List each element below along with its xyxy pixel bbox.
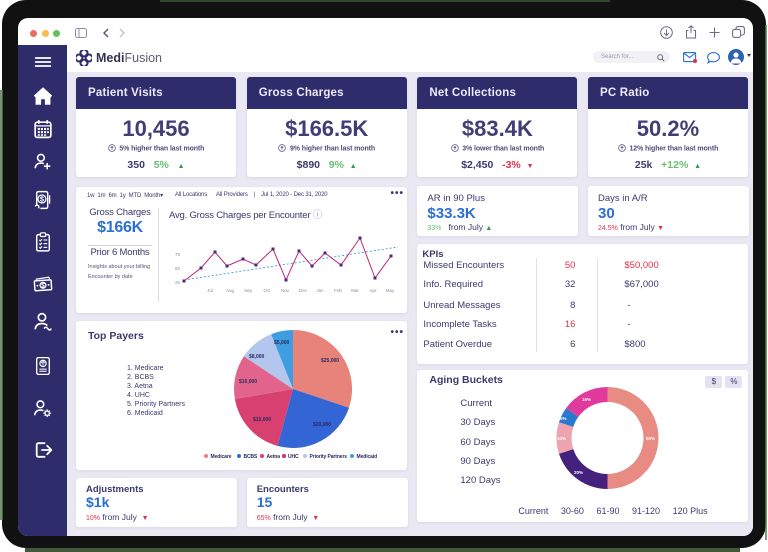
svg-text:Medicaid: Medicaid xyxy=(357,454,378,460)
svg-text:$5,000: $5,000 xyxy=(274,340,290,346)
svg-text:$20,000: $20,000 xyxy=(313,422,331,428)
svg-text:Dec: Dec xyxy=(299,288,308,293)
svg-text:Jul: Jul xyxy=(207,288,213,293)
svg-text:50%: 50% xyxy=(646,436,655,441)
svg-text:Feb: Feb xyxy=(334,288,342,293)
svg-text:Mar: Mar xyxy=(351,288,359,293)
svg-text:Aug: Aug xyxy=(226,288,235,293)
svg-text:Apr: Apr xyxy=(369,288,377,293)
svg-text:Sep: Sep xyxy=(244,288,253,293)
svg-text:75: 75 xyxy=(175,252,181,257)
svg-text:Jan: Jan xyxy=(316,288,324,293)
svg-text:$10,000: $10,000 xyxy=(239,379,257,385)
svg-text:$8,000: $8,000 xyxy=(249,354,265,360)
svg-text:15%: 15% xyxy=(582,397,591,402)
svg-text:Nov: Nov xyxy=(281,288,290,293)
svg-text:5%: 5% xyxy=(560,416,567,421)
svg-text:25: 25 xyxy=(175,280,181,285)
svg-text:$: $ xyxy=(39,195,43,204)
svg-text:$15,000: $15,000 xyxy=(253,417,271,423)
svg-text:Priority Partners: Priority Partners xyxy=(310,454,348,460)
svg-text:UHC: UHC xyxy=(288,454,299,460)
svg-text:BCBS: BCBS xyxy=(244,454,259,460)
svg-text:May: May xyxy=(386,288,395,293)
svg-text:50: 50 xyxy=(175,266,181,271)
svg-text:Aetna: Aetna xyxy=(267,454,281,460)
svg-text:$25,000: $25,000 xyxy=(321,358,339,364)
svg-text:$: $ xyxy=(41,282,45,289)
svg-text:Oct: Oct xyxy=(263,288,271,293)
svg-text:Medicare: Medicare xyxy=(211,454,232,460)
svg-text:10%: 10% xyxy=(557,436,566,441)
svg-text:20%: 20% xyxy=(574,470,583,475)
